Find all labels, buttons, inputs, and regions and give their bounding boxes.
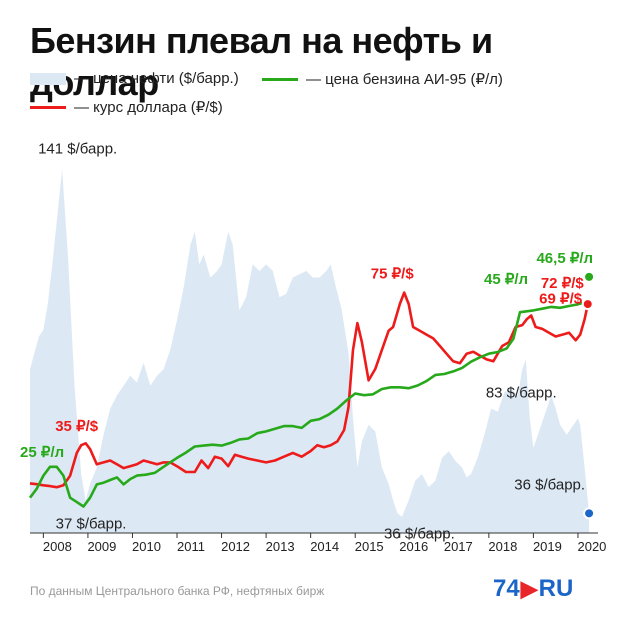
usd-annotation-label: 75 ₽/$ [371, 266, 415, 283]
x-tick-label: 2013 [266, 539, 295, 554]
x-tick-label: 2020 [577, 539, 606, 554]
petrol-end-marker [583, 270, 596, 283]
oil-annotation-label: 36 $/барр. [514, 476, 585, 493]
legend-swatch-oil [30, 72, 66, 85]
series-lines [28, 291, 590, 508]
x-tick-label: 2010 [132, 539, 161, 554]
x-tick-label: 2008 [43, 539, 72, 554]
legend-label-oil: — цена нефти ($/барр.) [74, 70, 239, 87]
x-axis: 2008 2009 2010 2011 2012 2013 2014 2015 2016 2017… [30, 532, 606, 554]
oil-end-marker [583, 507, 596, 520]
legend-item-oil: — цена нефти ($/барр.) [30, 70, 239, 87]
legend-item-petrol: — цена бензина АИ-95 (₽/л) [262, 70, 503, 88]
annotations: 141 $/барр. 37 $/барр. 36 $/барр. 83 $/барр… [20, 140, 596, 543]
logo-domain: RU [538, 575, 574, 602]
oil-annotation-label: 141 $/барр. [38, 140, 117, 157]
source-note: По данным Центрального банка РФ, нефтяны… [30, 584, 325, 598]
legend-label-petrol: — цена бензина АИ-95 (₽/л) [306, 71, 503, 88]
usd-annotation-label: 72 ₽/$ [541, 275, 585, 292]
petrol-annotation-label: 25 ₽/л [20, 444, 64, 461]
legend-swatch-usd [30, 105, 66, 109]
x-tick-label: 2012 [221, 539, 250, 554]
usd-end-marker [581, 298, 594, 311]
usd-annotation-label: 35 ₽/$ [55, 418, 99, 435]
logo-number: 74 [493, 575, 520, 602]
legend-swatch-petrol [262, 77, 298, 81]
oil-annotation-label: 37 $/барр. [56, 515, 127, 532]
oil-annotation-label: 83 $/барр. [486, 384, 557, 401]
logo-mark-icon: ▶ [520, 576, 538, 601]
x-tick-label: 2017 [444, 539, 473, 554]
x-tick-label: 2016 [399, 539, 428, 554]
petrol-annotation-label: 45 ₽/л [484, 271, 528, 288]
chart-title: Бензин плевал на нефть и доллар [30, 20, 493, 103]
oil-annotation-label: 36 $/барр. [384, 526, 455, 543]
legend-label-usd: — курс доллара (₽/$) [74, 99, 223, 116]
petrol-annotation-label: 46,5 ₽/л [536, 250, 593, 267]
legend-item-usd: — курс доллара (₽/$) [30, 98, 223, 116]
x-tick-label: 2011 [177, 539, 205, 554]
usd-annotation-label: 69 ₽/$ [539, 291, 583, 308]
oil-price-area [30, 169, 590, 533]
oil-area-layer [30, 169, 590, 533]
x-tick-label: 2019 [533, 539, 562, 554]
site-logo: 74 ▶ RU [493, 575, 573, 603]
x-tick-label: 2014 [310, 539, 339, 554]
petrol-series-line [28, 300, 590, 508]
x-tick-label: 2015 [355, 539, 384, 554]
usd-series-line [29, 291, 590, 489]
x-tick-label: 2009 [87, 539, 116, 554]
x-tick-label: 2018 [488, 539, 517, 554]
